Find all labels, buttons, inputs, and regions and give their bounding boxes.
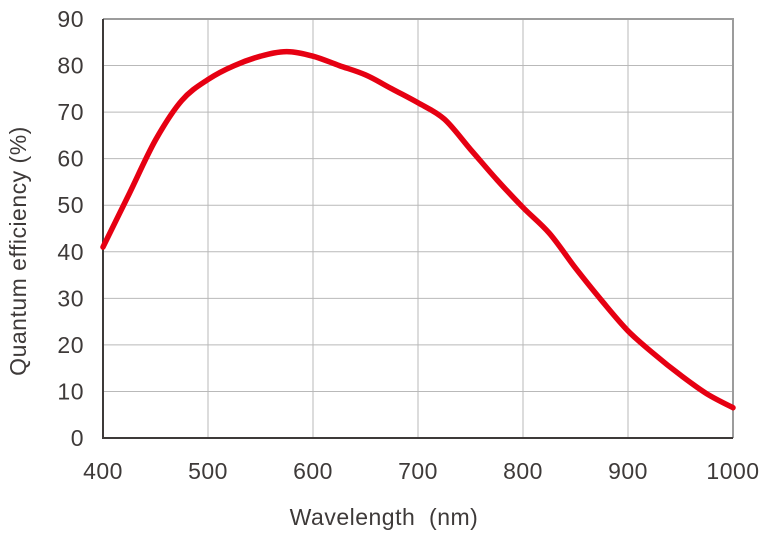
- quantum-efficiency-curve: [100, 48, 736, 411]
- y-tick-label: 20: [57, 332, 84, 358]
- y-tick-label: 0: [71, 425, 84, 451]
- axis-lines: [102, 19, 733, 439]
- x-tick-label: 800: [503, 458, 543, 484]
- y-tick-label: 10: [57, 378, 84, 404]
- x-tick-label: 1000: [706, 458, 759, 484]
- x-tick-label: 900: [608, 458, 648, 484]
- x-axis-title: Wavelength (nm): [289, 504, 479, 530]
- x-tick-label: 600: [293, 458, 333, 484]
- y-tick-label: 80: [57, 53, 84, 79]
- x-tick-label: 400: [83, 458, 123, 484]
- y-tick-label: 90: [57, 6, 84, 32]
- y-tick-label: 50: [57, 192, 84, 218]
- y-tick-label: 40: [57, 239, 84, 265]
- y-tick-label: 30: [57, 285, 84, 311]
- plot-frame: [103, 18, 734, 438]
- x-tick-label: 700: [398, 458, 438, 484]
- y-tick-label: 70: [57, 99, 84, 125]
- y-tick-label: 60: [57, 146, 84, 172]
- y-axis-title: Quantum efficiency (%): [5, 126, 31, 376]
- x-tick-label: 500: [188, 458, 228, 484]
